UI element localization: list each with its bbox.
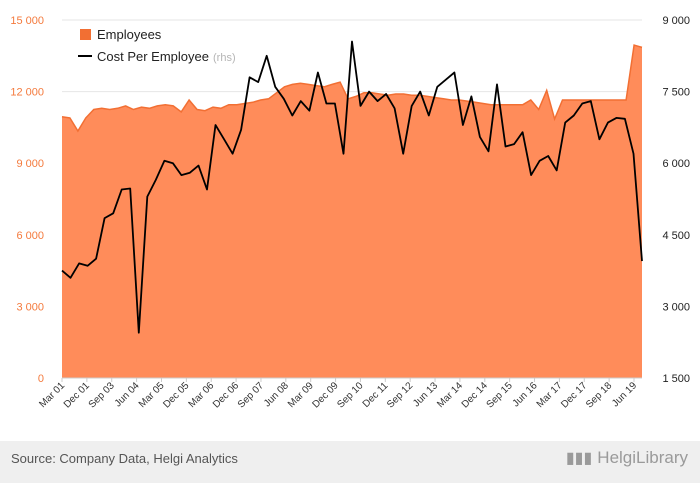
- x-tick-label: Jun 04: [113, 380, 142, 409]
- x-tick-label: Sep 03: [87, 380, 117, 410]
- bars-logo-icon: ▮▮▮: [565, 450, 593, 467]
- x-tick-label: Mar 06: [187, 380, 217, 410]
- right-tick-label: 3 000: [662, 301, 690, 313]
- right-tick-label: 7 500: [662, 87, 690, 99]
- x-tick-label: Mar 09: [286, 380, 316, 410]
- legend-label-cost-per-employee[interactable]: Cost Per Employee (rhs): [97, 49, 236, 64]
- x-tick-label: Dec 06: [211, 380, 241, 410]
- legend[interactable]: Employees Cost Per Employee (rhs): [78, 27, 236, 64]
- brand-name: HelgiLibrary: [597, 448, 688, 467]
- source-note: Source: Company Data, Helgi Analytics: [11, 451, 238, 466]
- left-tick-label: 3 000: [16, 301, 44, 313]
- x-tick-label: Jun 19: [610, 380, 639, 409]
- x-tick-label: Dec 09: [311, 380, 341, 410]
- right-tick-label: 9 000: [662, 15, 690, 27]
- x-tick-label: Dec 11: [361, 380, 391, 410]
- legend-rhs-suffix: (rhs): [213, 52, 236, 64]
- x-tick-label: Sep 15: [485, 380, 515, 410]
- x-tick-label: Dec 14: [460, 380, 490, 410]
- footer-bar: [0, 441, 700, 483]
- x-tick-label: Dec 05: [161, 380, 191, 410]
- brand-logo[interactable]: ▮▮▮ HelgiLibrary: [566, 448, 688, 468]
- x-tick-label: Jun 13: [411, 380, 440, 409]
- cost-per-employee-line-layer: [61, 40, 643, 334]
- right-tick-label: 6 000: [662, 158, 690, 170]
- x-tick-label: Mar 05: [137, 380, 167, 410]
- x-tick-label: Dec 17: [559, 380, 589, 410]
- x-tick-label: Jun 08: [262, 380, 291, 409]
- employees-area: [62, 45, 642, 378]
- x-tick-label: Sep 18: [584, 380, 614, 410]
- x-tick-label: Jun 16: [511, 380, 540, 409]
- right-axis: 1 500 3 000 4 500 6 000 7 500 9 000: [662, 15, 690, 385]
- x-tick-label: Mar 17: [535, 380, 565, 410]
- employees-area-edge: [61, 44, 643, 133]
- x-tick-label: Sep 10: [335, 380, 365, 410]
- left-tick-label: 6 000: [16, 230, 44, 242]
- left-tick-label: 12 000: [10, 87, 44, 99]
- left-tick-label: 0: [38, 373, 44, 385]
- cost-per-employee-line: [61, 40, 643, 334]
- right-tick-label: 1 500: [662, 373, 690, 385]
- left-tick-label: 9 000: [16, 158, 44, 170]
- x-tick-label: Dec 01: [62, 380, 92, 410]
- x-tick-label: Sep 07: [236, 380, 266, 410]
- left-tick-label: 15 000: [10, 15, 44, 27]
- chart: 0 3 000 6 000 9 000 12 000 15 000 1 500 3 000 4…: [10, 15, 690, 411]
- x-tick-label: Mar 14: [435, 380, 465, 410]
- right-tick-label: 4 500: [662, 230, 690, 242]
- employees-area-layer: [61, 44, 643, 378]
- legend-label-employees[interactable]: Employees: [97, 27, 162, 42]
- legend-swatch-employees: [80, 29, 91, 40]
- left-axis: 0 3 000 6 000 9 000 12 000 15 000: [10, 15, 44, 385]
- x-tick-label: Sep 12: [385, 380, 415, 410]
- legend-cost-per-employee-text: Cost Per Employee: [97, 49, 209, 64]
